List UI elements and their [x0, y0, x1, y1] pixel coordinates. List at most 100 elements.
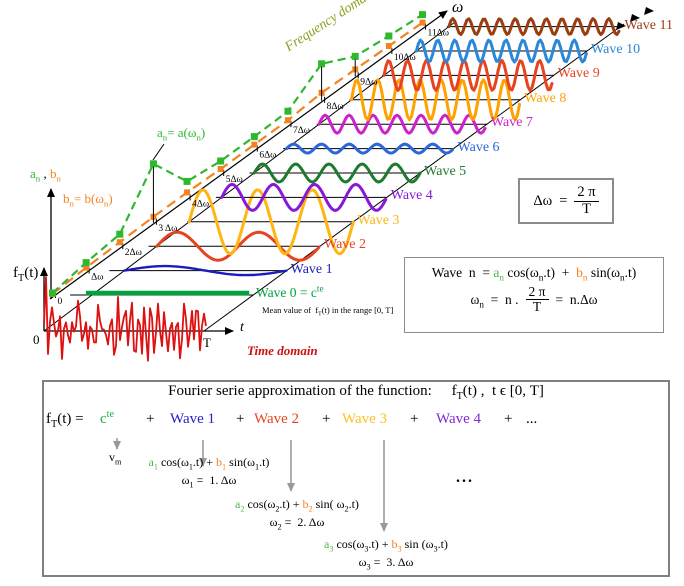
omega-tick-label: 11Δω — [427, 29, 449, 39]
an-curve — [51, 13, 424, 294]
equation-term: + — [236, 411, 245, 427]
fraction-numerator: 2 π — [525, 284, 549, 301]
formula-part: cos(ωn.t) + — [504, 265, 577, 283]
equation-term: Wave 1 — [170, 411, 216, 427]
formula-part: a2 — [235, 497, 245, 514]
an-point — [284, 107, 292, 115]
omega-axis — [49, 10, 448, 300]
formula-part: an — [30, 166, 41, 184]
formula-part: bn — [576, 265, 588, 283]
omega-tick-label: 10Δω — [394, 53, 416, 63]
formula-part: b2 — [302, 497, 313, 514]
omega-tick-label: 8Δω — [327, 102, 344, 112]
wave-11-curve — [447, 17, 621, 37]
omega-tick-label: 2Δω — [125, 248, 142, 258]
continuation-dot — [630, 14, 640, 22]
wave-1-curve — [123, 264, 288, 277]
wave-expansion-3: a3 cos(ω3.t) + b3 sin (ω3.t) ω3 = 3. Δω — [324, 537, 448, 572]
wave-9-curve — [382, 58, 554, 92]
wave-6-label: Wave 6 — [457, 139, 500, 155]
vm-label: vm — [109, 450, 122, 467]
bn-curve — [51, 21, 424, 295]
omega-n-equation: ωn = n . 2 π T = n.Δω — [405, 284, 663, 315]
bn-point — [284, 117, 291, 124]
equation-term: + — [410, 411, 419, 427]
expansion-omega: ω2 = 2. Δω — [269, 515, 325, 532]
formula-part: cos(ω3.t) + — [333, 537, 392, 554]
an-point — [385, 32, 393, 40]
formula-part: cos(ω2.t) + — [244, 497, 303, 514]
equation-term: + — [322, 411, 331, 427]
f-axis-label: fT(t) — [13, 265, 39, 284]
equation-term: cte — [100, 409, 115, 427]
wave-3-curve — [187, 188, 355, 256]
delta-omega-formula-box: Δω = 2 π T — [518, 178, 614, 224]
wave-4-curve — [220, 182, 388, 212]
formula-part: cos(ω1.t) + — [157, 455, 217, 472]
wave-7-curve — [317, 113, 487, 135]
an-curve-label: an= a(ωn) — [157, 125, 206, 143]
expansion-omega: ω3 = 3. Δω — [358, 555, 414, 572]
omega-axis-label: ω — [452, 0, 464, 16]
formula-part: sin(ωn.t) — [587, 265, 637, 283]
delta-omega-fraction: 2 π T — [574, 185, 599, 217]
equation-term: fT(t) = — [46, 411, 84, 430]
expansion-formula: a1 cos(ω1.t) + b1 sin(ω1.t) — [149, 455, 270, 472]
omega-tick-label: 9Δω — [360, 77, 377, 87]
wave-expansion-2: a2 cos(ω2.t) + b2 sin( ω2.t) ω2 = 2. Δω — [235, 497, 359, 532]
time-domain-label: Time domain — [247, 343, 318, 358]
formula-part: an — [493, 265, 505, 283]
delta-omega-eq: = — [559, 192, 568, 209]
formula-part: sin(ω1.t) — [226, 455, 270, 472]
wave-2-curve — [155, 230, 321, 262]
continuation-ellipsis: ... — [456, 469, 474, 486]
wave-9-label: Wave 9 — [557, 66, 600, 82]
bn-point — [83, 264, 90, 271]
an-point — [418, 11, 426, 19]
wave-5-label: Wave 5 — [424, 164, 467, 179]
wave-8-label: Wave 8 — [524, 90, 567, 106]
omega-n-lhs: ωn = n . — [470, 291, 519, 310]
bn-point — [419, 19, 426, 26]
equation-term: + — [504, 411, 513, 427]
expansion-formula: a2 cos(ω2.t) + b2 sin( ω2.t) — [235, 497, 359, 514]
an-point — [116, 230, 124, 238]
fraction-denominator: T — [532, 299, 542, 315]
fraction-denominator: T — [582, 200, 591, 217]
omega-tick-label: 6Δω — [259, 151, 276, 161]
wave-5-curve — [252, 162, 422, 184]
fraction-numerator: 2 π — [574, 185, 599, 202]
an-point — [82, 259, 90, 267]
wave-6-curve — [285, 142, 455, 155]
an-point — [351, 52, 359, 60]
t-axis-label: t — [240, 320, 244, 335]
omega-tick-label: 0 — [58, 297, 63, 307]
bn-curve-label: bn= b(ωn) — [63, 191, 113, 209]
title-text: Fourier serie approximation of the funct… — [168, 383, 432, 399]
formula-part: Wave n = — [431, 265, 494, 280]
omega-n-rhs: = n.Δω — [555, 291, 598, 307]
equation-term: ... — [526, 411, 538, 427]
wave-10-label: Wave 10 — [591, 42, 641, 57]
delta-omega-lhs: Δω — [533, 192, 553, 209]
equation-term: Wave 3 — [342, 411, 388, 427]
equation-term: Wave 4 — [436, 411, 482, 427]
wave-expansion-1: a1 cos(ω1.t) + b1 sin(ω1.t) ω1 = 1. Δω — [149, 455, 270, 490]
wave-8-curve — [350, 78, 521, 122]
wave-3-label: Wave 3 — [357, 212, 400, 228]
wave-n-equation: Wave n = an cos(ωn.t) + bn sin(ωn.t) — [405, 265, 663, 283]
wave-1-label: Wave 1 — [290, 261, 333, 277]
continuation-dot — [616, 22, 626, 30]
an-point — [183, 177, 191, 185]
wave-0-label: Wave 0 = cte — [256, 283, 324, 300]
an-point — [49, 289, 57, 297]
expansion-omega: ω1 = 1. Δω — [181, 473, 237, 490]
continuation-dot — [644, 7, 654, 15]
expansion-formula: a3 cos(ω3.t) + b3 sin (ω3.t) — [324, 537, 448, 554]
wave-2-label: Wave 2 — [324, 237, 367, 253]
equation-term: + — [146, 411, 155, 427]
bn-point — [217, 166, 224, 172]
bottom-box-title: Fourier serie approximation of the funct… — [42, 383, 670, 401]
